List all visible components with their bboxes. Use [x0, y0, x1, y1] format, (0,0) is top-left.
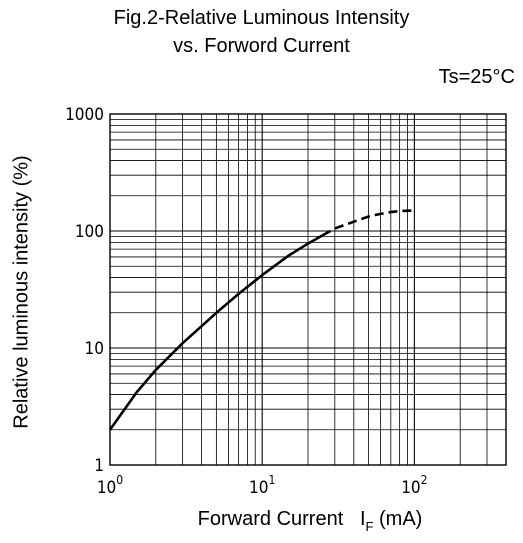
x-tick-labels: 100 101 102 — [97, 473, 428, 498]
x-axis-label: Forward Current IF (mA) — [110, 508, 510, 534]
x-axis-label-main: Forward Current — [197, 508, 344, 530]
y-tick-label: 1 — [94, 456, 104, 476]
y-tick-label: 100 — [75, 222, 104, 242]
x-tick-label: 102 — [401, 473, 427, 498]
y-tick-label: 1000 — [65, 105, 104, 125]
y-tick-labels: 1 10 100 1000 — [65, 105, 104, 476]
x-tick-label: 100 — [97, 473, 123, 498]
curves — [108, 209, 415, 431]
curve-solid — [108, 234, 324, 431]
y-tick-label: 10 — [85, 339, 104, 359]
chart-title: Fig.2-Relative Luminous Intensity — [113, 7, 410, 29]
curve-dashed — [322, 209, 415, 237]
chart-subtitle: vs. Forword Current — [173, 35, 350, 57]
x-axis-label-unit: (mA) — [379, 508, 423, 530]
grid-lines — [110, 114, 506, 465]
test-condition: Ts=25°C — [438, 66, 515, 88]
x-axis-label-symbol: I — [359, 508, 366, 530]
x-axis-label-subscript: F — [365, 519, 374, 534]
x-tick-label: 101 — [249, 473, 275, 498]
plot-frame — [109, 113, 507, 466]
